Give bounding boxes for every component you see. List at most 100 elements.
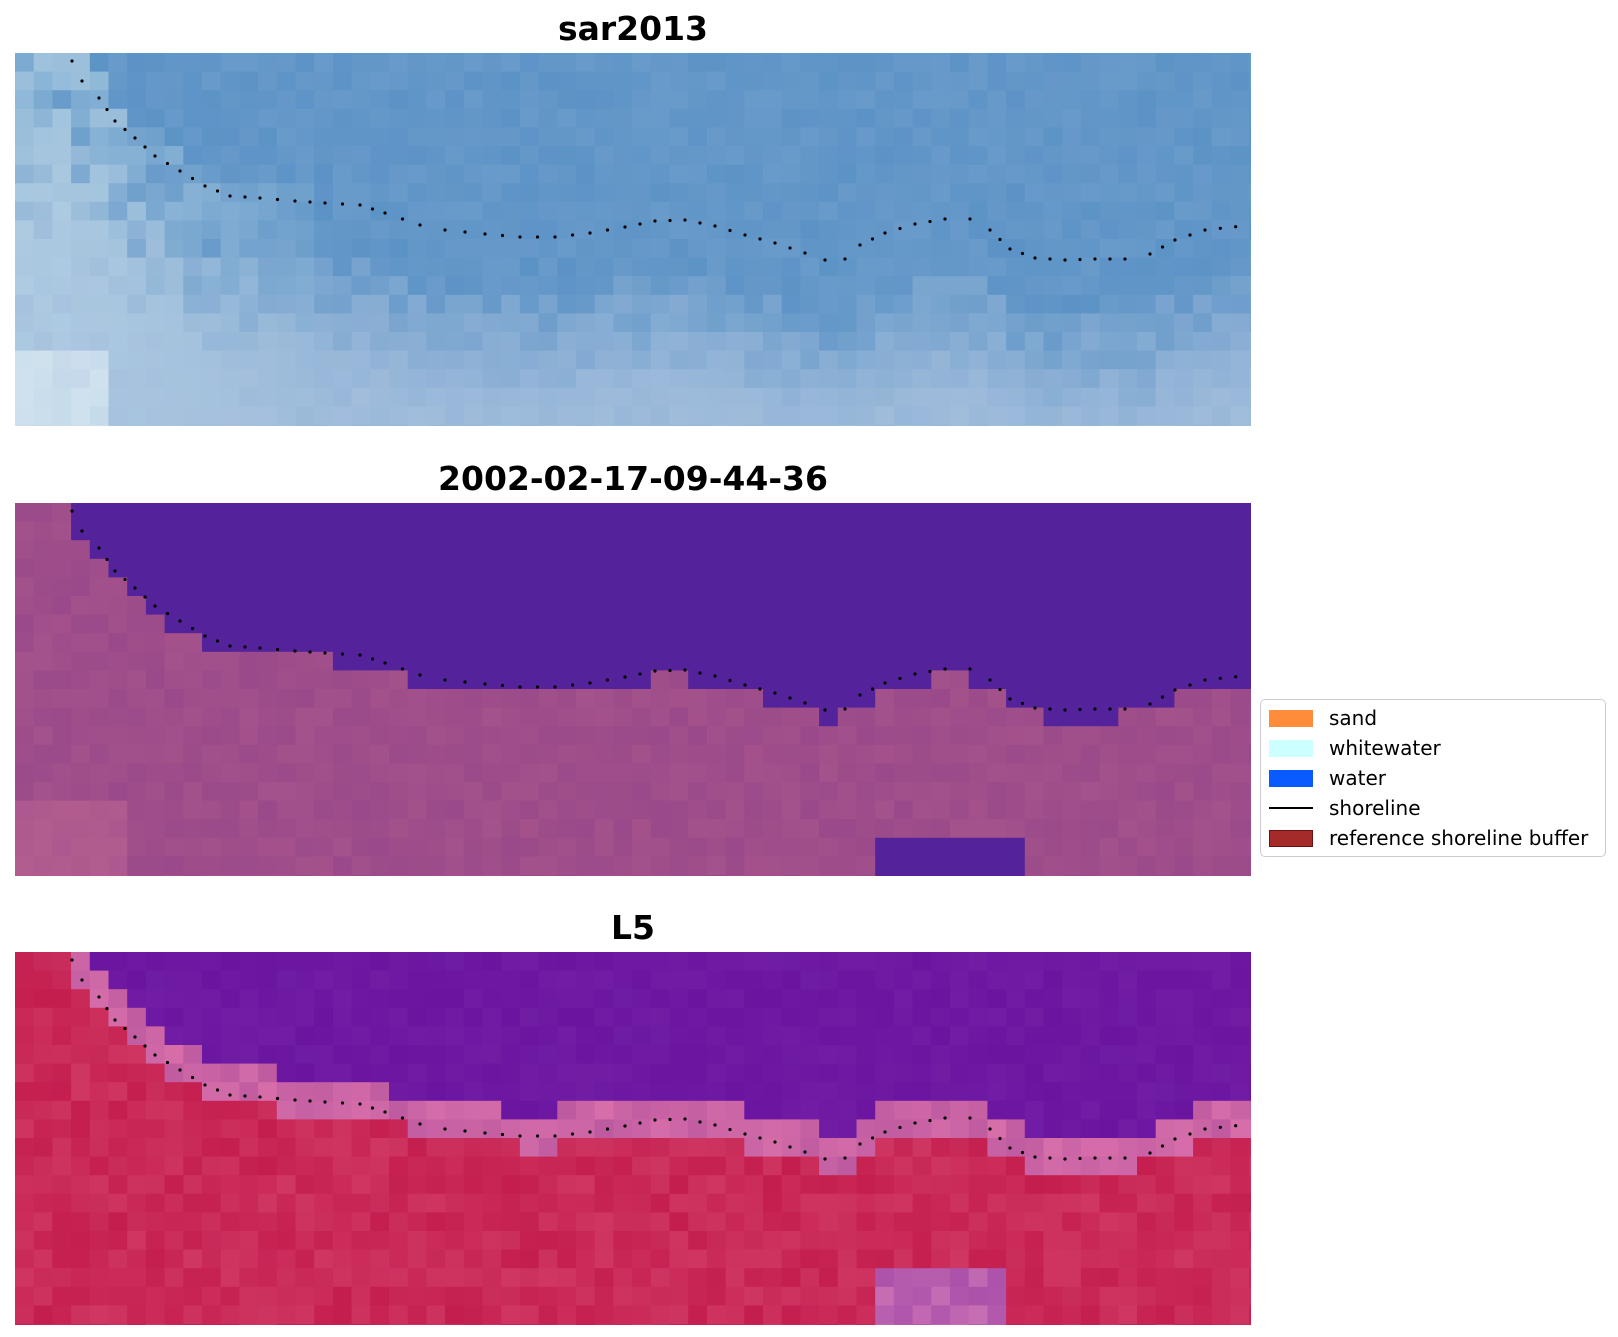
shoreline-dot: [803, 701, 807, 705]
shoreline-dot: [1148, 1151, 1152, 1155]
shoreline-dot: [843, 1156, 847, 1160]
shoreline-dot: [570, 683, 575, 687]
classified-image: [15, 503, 1251, 876]
shoreline-dot: [383, 1110, 387, 1114]
shoreline-dot: [668, 668, 672, 673]
shoreline-dot: [623, 675, 627, 679]
shoreline-dot: [463, 230, 467, 234]
shoreline-dot: [788, 696, 792, 700]
shoreline-dot: [1078, 257, 1082, 262]
shoreline-dot: [293, 649, 297, 653]
shoreline-dot: [190, 1075, 195, 1080]
shoreline-dot: [988, 228, 992, 232]
shoreline-dot: [605, 1127, 610, 1131]
shoreline-dot: [898, 1125, 902, 1130]
shoreline-dot: [153, 1053, 157, 1057]
shoreline-dot: [1123, 707, 1127, 711]
shoreline-dot: [913, 672, 917, 676]
shoreline-dot: [843, 707, 847, 711]
shoreline-dot: [358, 653, 362, 657]
shoreline-dot: [823, 1157, 827, 1161]
shoreline-dot: [638, 1121, 642, 1125]
shoreline-dot: [1203, 1127, 1207, 1131]
shoreline-dot: [308, 200, 312, 204]
shoreline-dots: [70, 509, 1238, 712]
shoreline-dot: [788, 1145, 792, 1149]
legend: sand whitewater water shoreline referenc…: [1260, 699, 1606, 857]
shoreline-dot: [340, 202, 345, 206]
shoreline-dot: [1148, 702, 1152, 706]
shoreline-dot: [1108, 707, 1112, 711]
shoreline-dot: [870, 1136, 875, 1140]
shoreline-dot: [668, 1117, 672, 1122]
shoreline-dot: [215, 1088, 220, 1092]
shoreline-dot: [400, 1116, 405, 1120]
shoreline-dot: [535, 235, 540, 239]
shoreline-dot: [123, 577, 127, 582]
shoreline-dot: [943, 667, 947, 671]
shoreline-dot: [928, 1118, 932, 1123]
shoreline-dot: [418, 223, 422, 227]
shoreline-dot: [323, 1100, 327, 1104]
shoreline-dot: [1020, 251, 1025, 256]
shoreline-dot: [308, 650, 312, 654]
shoreline-dot: [653, 1118, 657, 1122]
shoreline-dot: [1093, 257, 1097, 261]
shoreline-dot: [133, 586, 137, 590]
shoreline-dot: [1033, 1155, 1037, 1159]
shoreline-dot: [728, 1127, 732, 1132]
shoreline-dot: [143, 1044, 147, 1048]
panel-title-1: sar2013: [557, 9, 709, 48]
legend-label: water: [1329, 766, 1386, 790]
shoreline-dot: [1033, 706, 1037, 710]
shoreline-dot: [500, 233, 505, 238]
shoreline-dot: [988, 678, 992, 682]
shoreline-dot: [1123, 1156, 1127, 1160]
shoreline-dot: [773, 1140, 777, 1144]
shoreline-dot: [803, 1150, 807, 1154]
shoreline-dot: [898, 226, 902, 231]
shoreline-dot: [998, 237, 1002, 242]
panel-title-3: L5: [611, 908, 655, 947]
shoreline-dot: [1218, 226, 1222, 230]
shoreline-dot: [1063, 708, 1067, 712]
shoreline-dot: [258, 196, 262, 200]
shoreline-dot: [1148, 252, 1152, 256]
shoreline-dot: [605, 678, 610, 682]
shoreline-dot: [275, 1096, 280, 1101]
shoreline-line-swatch: [1269, 807, 1313, 809]
shoreline-dot: [1203, 678, 1207, 682]
shoreline-dot: [228, 194, 232, 198]
shoreline-dot: [553, 1134, 557, 1138]
shoreline-dot: [1188, 233, 1192, 237]
legend-item-sand: sand: [1269, 706, 1377, 730]
shoreline-dot: [728, 678, 732, 683]
shoreline-dot: [623, 225, 627, 229]
shoreline-dot: [858, 243, 862, 247]
shoreline-dot: [443, 678, 447, 682]
shoreline-dot: [803, 251, 807, 255]
shoreline-dot: [165, 1060, 170, 1065]
shoreline-dot: [1063, 258, 1067, 262]
shoreline-dot: [153, 604, 157, 608]
shoreline-dot: [843, 257, 847, 261]
shoreline-dot: [243, 195, 247, 199]
shoreline-dot: [698, 671, 702, 675]
shoreline-dot: [1234, 225, 1238, 229]
shoreline-dot: [500, 1132, 505, 1137]
shoreline-dot: [243, 1094, 247, 1098]
shoreline-dot: [773, 691, 777, 695]
shoreline-dot: [928, 219, 932, 224]
shoreline-dot: [713, 674, 717, 678]
shoreline-dot: [588, 231, 592, 235]
legend-label: sand: [1329, 706, 1378, 730]
shoreline-dot: [1188, 1132, 1192, 1136]
shoreline-dot: [323, 201, 327, 205]
shoreline-dot: [228, 644, 232, 648]
shoreline-dot: [463, 1129, 467, 1133]
shoreline-dot: [858, 693, 862, 697]
shoreline-dot: [913, 222, 917, 226]
shoreline-dot: [123, 127, 127, 132]
shoreline-dot: [588, 1130, 592, 1134]
shoreline-dot: [1078, 1156, 1082, 1161]
